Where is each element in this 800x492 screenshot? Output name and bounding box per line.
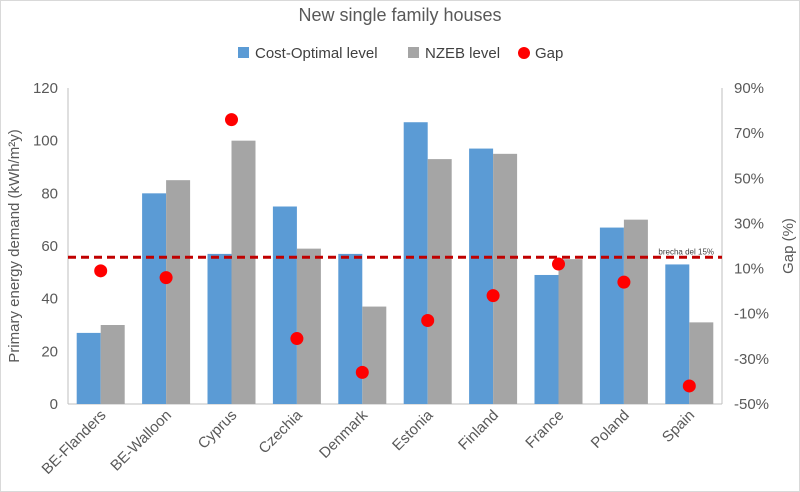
bar-cost-optimal [207, 253, 232, 404]
gap-point [421, 313, 435, 327]
bar-cost-optimal [76, 332, 101, 404]
bar-cost-optimal [665, 264, 690, 404]
y-tick-label: 100 [33, 133, 58, 150]
y2-tick-label: -10% [734, 306, 769, 323]
legend-label: Gap [535, 45, 563, 62]
legend-swatch [408, 47, 419, 58]
y-tick-label: 80 [41, 185, 58, 202]
legend: Cost-Optimal level NZEB level Gap [238, 45, 563, 62]
reference-line-group: brecha del 15% [68, 247, 722, 259]
gap-point [225, 113, 238, 127]
gap-point [355, 365, 369, 379]
gap-point [159, 271, 173, 285]
bar-cost-optimal [272, 206, 297, 404]
y-axis-title: Primary energy demand (kWh/m²y) [6, 129, 23, 362]
y-tick-label: 120 [33, 80, 58, 97]
chart-title: New single family houses [298, 5, 501, 25]
y-tick-label: 40 [41, 291, 58, 308]
bar-nzeb [558, 259, 583, 404]
legend-label: Cost-Optimal level [255, 45, 378, 62]
gap-point [682, 379, 696, 393]
bar-nzeb [231, 140, 256, 404]
gap-point [617, 275, 631, 289]
y2-tick-label: -30% [734, 351, 769, 368]
y2-tick-label: 30% [734, 215, 764, 232]
y2-tick-label: 50% [734, 170, 764, 187]
bar-nzeb [362, 306, 387, 404]
gap-points [94, 113, 696, 393]
bars [76, 122, 714, 404]
bar-cost-optimal [403, 122, 428, 404]
bar-nzeb [100, 325, 125, 404]
y-tick-label: 20 [41, 343, 58, 360]
bar-cost-optimal [534, 274, 559, 404]
y-tick-label: 60 [41, 238, 58, 255]
legend-marker [518, 47, 530, 59]
bar-nzeb [296, 248, 321, 404]
gap-point [486, 289, 500, 303]
y2-tick-label: -50% [734, 396, 769, 413]
bar-cost-optimal [142, 193, 167, 404]
bar-nzeb [689, 322, 714, 404]
y2-axis-title: Gap (%) [780, 218, 797, 274]
bar-cost-optimal [338, 253, 363, 404]
y2-tick-label: 90% [734, 80, 764, 97]
bar-cost-optimal [599, 227, 624, 404]
bar-nzeb [493, 153, 518, 404]
reference-line-label: brecha del 15% [658, 247, 714, 256]
gap-point [94, 264, 108, 278]
y-tick-label: 0 [50, 396, 58, 413]
y2-tick-label: 70% [734, 125, 764, 142]
legend-label: NZEB level [425, 45, 500, 62]
bar-nzeb [427, 159, 452, 404]
gap-point [552, 257, 565, 271]
bar-nzeb [166, 180, 191, 404]
legend-swatch [238, 47, 249, 58]
gap-point [290, 332, 304, 346]
bar-nzeb [623, 219, 648, 404]
bar-cost-optimal [469, 148, 494, 404]
y2-tick-label: 10% [734, 261, 764, 278]
